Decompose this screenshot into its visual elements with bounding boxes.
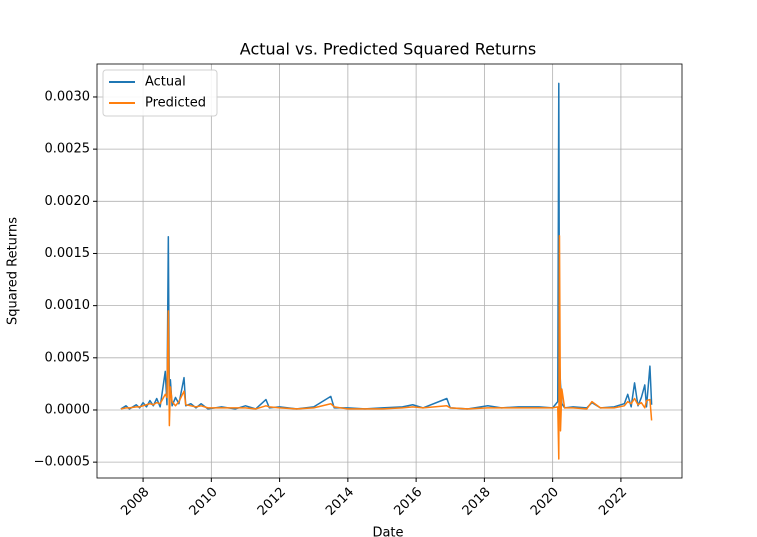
- y-tick-label: 0.0000: [45, 402, 91, 417]
- legend-label: Predicted: [145, 96, 206, 111]
- x-tick-label: 2008: [118, 485, 152, 519]
- y-tick-label: 0.0025: [45, 142, 91, 157]
- series-line: [120, 234, 653, 460]
- y-tick-label: 0.0010: [45, 298, 91, 313]
- y-axis-label: Squared Returns: [6, 217, 21, 325]
- x-tick-label: 2022: [596, 485, 630, 519]
- y-tick-label: 0.0005: [45, 350, 91, 365]
- y-tick-label: 0.0020: [45, 194, 91, 209]
- y-tick-label: 0.0015: [45, 246, 91, 261]
- x-axis-label: Date: [372, 526, 403, 537]
- series-line: [120, 82, 653, 410]
- x-tick-label: 2018: [460, 485, 494, 519]
- legend-label: Actual: [145, 75, 186, 90]
- x-tick-label: 2012: [255, 485, 289, 519]
- x-tick-label: 2016: [391, 485, 425, 519]
- y-tick-label: 0.0030: [45, 89, 91, 104]
- x-tick-label: 2010: [187, 485, 221, 519]
- chart-title: Actual vs. Predicted Squared Returns: [240, 40, 536, 59]
- x-tick-label: 2014: [323, 485, 357, 519]
- x-tick-label: 2020: [528, 485, 562, 519]
- y-tick-label: −0.0005: [34, 455, 90, 470]
- plot-frame: [96, 63, 683, 479]
